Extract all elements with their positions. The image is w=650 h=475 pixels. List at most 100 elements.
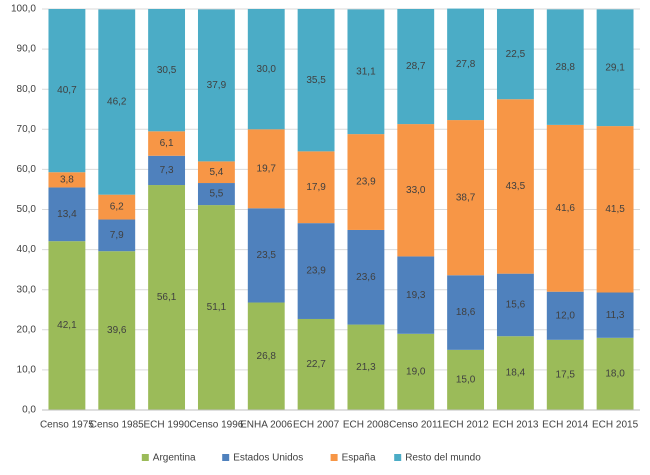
x-tick-label: Censo 1975 <box>40 420 94 431</box>
bar-segment <box>98 9 136 195</box>
legend-label: Resto del mundo <box>405 453 481 464</box>
bar-segment <box>347 324 385 410</box>
bar-segment <box>596 9 634 127</box>
bar-segment <box>247 9 285 130</box>
bar-segment <box>48 187 86 242</box>
bar-segment <box>247 302 285 410</box>
bar-segment <box>397 124 435 257</box>
x-tick-label: ECH 2014 <box>542 420 589 431</box>
value-label: 31,1 <box>356 66 376 77</box>
value-label: 56,1 <box>157 292 177 303</box>
value-label: 43,5 <box>506 181 526 192</box>
bar-segment <box>496 273 534 337</box>
value-label: 23,5 <box>257 250 277 261</box>
y-tick-label: 80,0 <box>17 84 37 95</box>
x-tick-label: ECH 2007 <box>293 420 340 431</box>
bar-segment <box>347 134 385 230</box>
x-tick-label: ECH 1990 <box>144 420 191 431</box>
bar-segment <box>98 219 136 252</box>
value-label: 28,8 <box>556 62 576 73</box>
value-label: 23,9 <box>306 266 326 277</box>
bar-segment <box>98 194 136 220</box>
bar-segment <box>397 9 435 125</box>
value-label: 17,9 <box>306 182 326 193</box>
value-label: 7,3 <box>160 165 174 176</box>
value-label: 30,0 <box>257 64 277 75</box>
bar-segment <box>148 131 186 156</box>
x-tick-label: ECH 2013 <box>492 420 539 431</box>
x-tick-label: Censo 1985 <box>90 420 144 431</box>
value-label: 41,6 <box>556 203 576 214</box>
value-label: 22,7 <box>306 359 326 370</box>
bar-segment <box>297 9 335 152</box>
y-tick-label: 90,0 <box>17 44 37 55</box>
bar-segment <box>197 183 235 206</box>
value-label: 7,9 <box>110 230 124 241</box>
value-label: 23,9 <box>356 177 376 188</box>
bar-segment <box>447 275 485 350</box>
x-tick-label: Censo 2011 <box>389 420 443 431</box>
legend-label: Argentina <box>153 453 196 464</box>
value-label: 5,4 <box>209 167 223 178</box>
value-label: 33,0 <box>406 185 426 196</box>
y-tick-label: 10,0 <box>17 365 37 376</box>
bar-segment <box>247 208 285 303</box>
bar-segment <box>197 9 235 162</box>
value-label: 18,0 <box>605 369 625 380</box>
value-label: 28,7 <box>406 61 426 72</box>
bar-segment <box>48 241 86 410</box>
x-tick-label: ECH 2012 <box>443 420 490 431</box>
value-label: 15,6 <box>506 300 526 311</box>
bar-segment <box>197 205 235 410</box>
x-tick-label: ECH 2015 <box>592 420 639 431</box>
y-tick-label: 60,0 <box>17 164 37 175</box>
bar-segment <box>197 161 235 184</box>
bar-segment <box>297 151 335 224</box>
value-label: 11,3 <box>606 310 625 321</box>
bar-segment <box>148 185 186 410</box>
bar-segment <box>546 339 584 410</box>
bar-segment <box>447 349 485 410</box>
bar-segment <box>98 251 136 410</box>
value-label: 12,0 <box>556 310 576 321</box>
bar-segment <box>48 9 86 173</box>
legend-swatch <box>141 454 149 461</box>
bar-segment <box>596 292 634 338</box>
value-label: 23,6 <box>356 272 376 283</box>
y-tick-label: 0,0 <box>22 405 36 416</box>
value-label: 19,3 <box>406 290 426 301</box>
y-tick-label: 50,0 <box>17 204 37 215</box>
value-label: 19,0 <box>406 367 426 378</box>
legend-label: Estados Unidos <box>233 453 303 464</box>
bar-segment <box>397 333 435 410</box>
value-label: 29,1 <box>605 62 625 73</box>
bar-segment <box>496 9 534 100</box>
value-label: 37,9 <box>207 80 227 91</box>
value-label: 3,8 <box>60 174 74 185</box>
value-label: 35,5 <box>306 75 326 86</box>
legend-label: España <box>342 453 376 464</box>
value-label: 27,8 <box>456 59 476 70</box>
bar-segment <box>397 256 435 334</box>
legend-swatch <box>222 454 230 461</box>
value-label: 18,6 <box>456 307 476 318</box>
bar-segment <box>48 172 86 188</box>
value-label: 41,5 <box>605 204 625 215</box>
y-tick-label: 30,0 <box>17 284 37 295</box>
value-label: 51,1 <box>207 302 227 313</box>
bar-segment <box>496 336 534 410</box>
value-label: 6,2 <box>110 202 124 213</box>
value-label: 46,2 <box>107 97 127 108</box>
bar-segment <box>148 155 186 186</box>
value-label: 42,1 <box>57 320 77 331</box>
value-label: 22,5 <box>506 49 526 60</box>
bar-segment <box>297 223 335 319</box>
bar-segment <box>496 99 534 274</box>
x-tick-label: ENHA 2006 <box>240 420 293 431</box>
value-label: 19,7 <box>257 163 277 174</box>
value-label: 13,4 <box>57 209 77 220</box>
y-tick-label: 20,0 <box>17 324 37 335</box>
bar-segment <box>546 9 584 125</box>
value-label: 5,5 <box>209 189 223 200</box>
